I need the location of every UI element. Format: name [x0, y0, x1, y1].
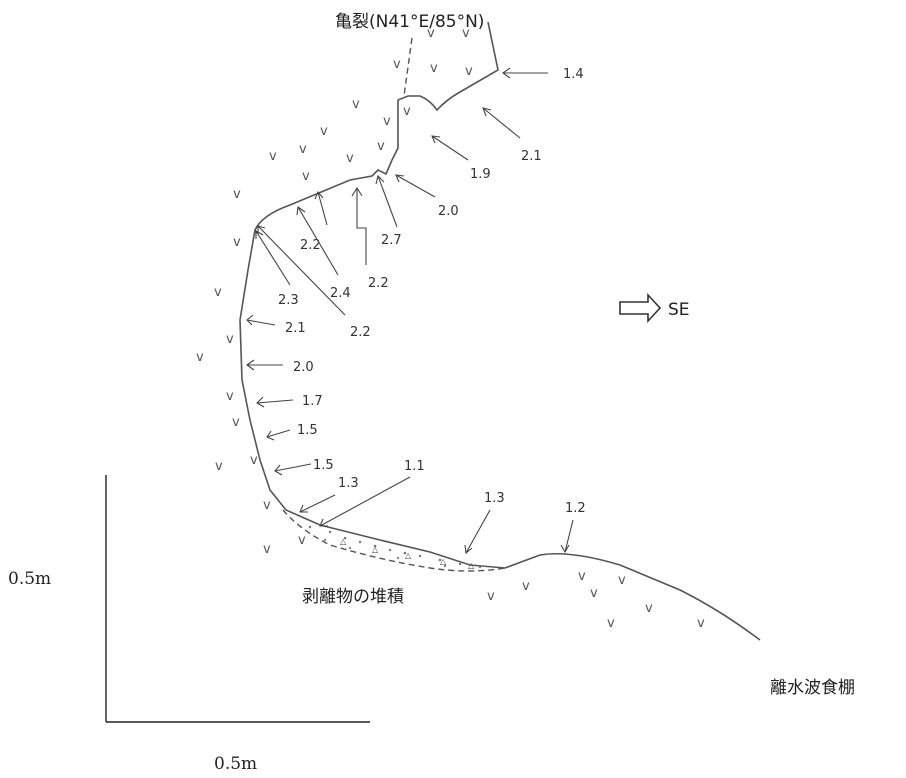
rock-v-symbol: v	[522, 579, 530, 594]
rock-v-symbol: v	[697, 616, 705, 631]
rock-v-symbol: v	[233, 235, 241, 250]
measurement-label: 1.3	[484, 491, 505, 506]
rock-v-symbol: v	[462, 26, 470, 41]
measurement-label: 2.4	[330, 286, 351, 301]
rock-v-symbol: v	[393, 57, 401, 72]
svg-text:△: △	[372, 545, 379, 554]
rock-v-symbol: v	[233, 187, 241, 202]
measurement-label: 2.0	[438, 204, 459, 219]
rock-v-symbol: v	[263, 542, 271, 557]
measurement-arrows: 1.4 2.1 1.9 2.0 2.7 2.2 2.2 2.4 2.3 2.2 …	[246, 67, 586, 555]
rock-v-symbol: v	[427, 26, 435, 41]
rock-v-symbol: v	[299, 142, 307, 157]
rock-v-symbol: v	[226, 332, 234, 347]
svg-text:△: △	[405, 551, 412, 560]
rock-v-symbol: v	[465, 64, 473, 79]
rock-v-symbol: v	[196, 350, 204, 365]
measurement-label: 1.7	[302, 394, 323, 409]
measurement-label: 1.5	[313, 458, 334, 473]
rock-v-symbol: v	[578, 569, 586, 584]
rock-surface-profile	[239, 21, 761, 641]
rock-v-symbol: v	[215, 459, 223, 474]
rock-v-symbol: v	[302, 169, 310, 184]
svg-text:△: △	[440, 557, 447, 566]
rock-v-symbol: v	[298, 533, 306, 548]
rock-v-symbol: v	[403, 104, 411, 119]
rock-v-symbol: v	[346, 151, 354, 166]
deposit-texture	[308, 525, 482, 569]
measurement-label: 1.9	[470, 167, 491, 182]
rock-v-symbol: v	[263, 498, 271, 513]
measurement-label: 2.2	[368, 276, 389, 291]
measurement-label: 1.3	[338, 476, 359, 491]
rock-v-symbol: v	[590, 586, 598, 601]
fracture-dashed-line	[403, 37, 413, 97]
measurement-label: 1.5	[297, 423, 318, 438]
terrace-label: 離水波食棚	[770, 678, 855, 698]
rock-v-symbol: v	[430, 61, 438, 76]
measurement-label: 2.2	[300, 238, 321, 253]
rock-v-symbol: v	[320, 124, 328, 139]
rock-v-symbol: v	[226, 389, 234, 404]
rock-v-symbol: v	[250, 453, 258, 468]
measurement-label: 2.1	[285, 321, 306, 336]
title-fracture-orientation: 亀裂(N41°E/85°N)	[335, 12, 484, 32]
rock-v-symbol: v	[352, 97, 360, 112]
svg-text:△: △	[468, 561, 475, 570]
rock-v-symbol: v	[377, 139, 385, 154]
measurement-label: 1.4	[563, 67, 584, 82]
rock-v-symbol: v	[618, 573, 626, 588]
measurement-label: 2.0	[293, 360, 314, 375]
deposit-label: 剥離物の堆積	[302, 587, 404, 607]
measurement-label: 1.2	[565, 501, 586, 516]
measurement-label: 2.1	[521, 149, 542, 164]
measurement-label: 2.7	[381, 233, 402, 248]
deposit-triangles: △ △ △ △ △	[340, 537, 475, 570]
direction-label: SE	[668, 300, 690, 320]
measurement-label: 2.3	[278, 293, 299, 308]
svg-text:△: △	[340, 537, 347, 546]
horizontal-scale-label: 0.5m	[214, 754, 257, 774]
deposit-dashed-outline	[282, 509, 506, 572]
rock-v-symbol: v	[645, 601, 653, 616]
direction-arrow-icon	[619, 292, 662, 324]
rock-v-symbol: v	[232, 415, 240, 430]
measurement-label: 1.1	[404, 459, 425, 474]
measurement-label: 2.2	[350, 325, 371, 340]
rock-v-symbol: v	[269, 149, 277, 164]
rock-v-symbol: v	[214, 285, 222, 300]
rock-v-symbol: v	[607, 616, 615, 631]
rock-v-symbol: v	[383, 114, 391, 129]
rock-v-symbol: v	[487, 589, 495, 604]
vertical-scale-label: 0.5m	[8, 569, 51, 589]
